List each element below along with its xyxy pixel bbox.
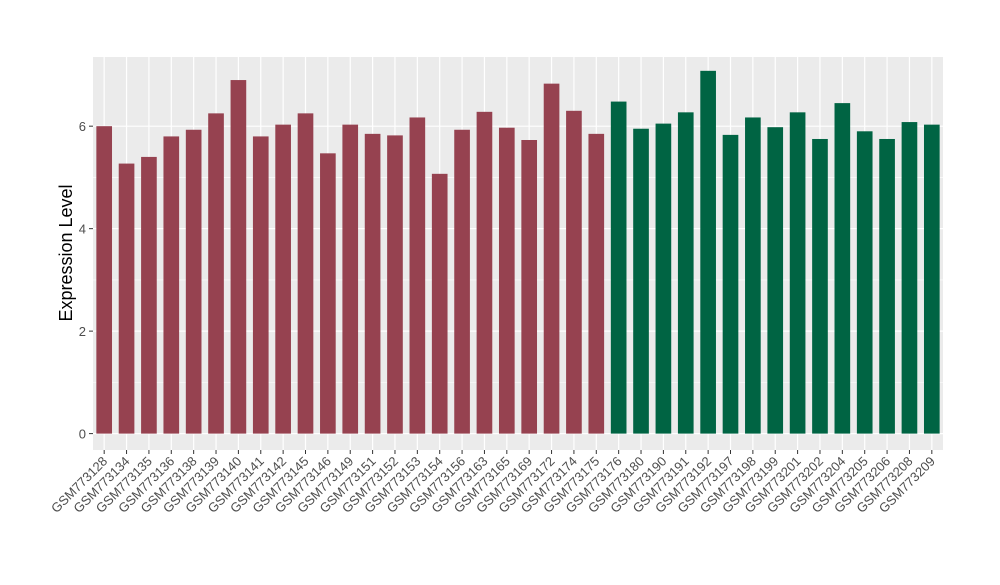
bar-GSM773146 — [320, 153, 336, 434]
bar-GSM773176 — [610, 101, 627, 434]
bar-GSM773180 — [633, 128, 649, 434]
bar-GSM773138 — [185, 129, 202, 434]
bar-GSM773135 — [141, 156, 157, 434]
bar-GSM773165 — [498, 127, 515, 434]
y-axis: 0 2 4 6 — [79, 119, 93, 442]
y-tick-label: 0 — [79, 427, 86, 442]
bar-GSM773142 — [275, 124, 291, 434]
y-tick-label: 4 — [79, 222, 86, 237]
bar-GSM773199 — [767, 127, 784, 434]
y-tick-label: 2 — [79, 324, 86, 339]
bar-GSM773152 — [387, 135, 403, 434]
bar-GSM773141 — [252, 136, 269, 434]
bar-GSM773149 — [342, 124, 359, 434]
bar-GSM773192 — [700, 70, 716, 434]
bar-GSM773190 — [655, 123, 672, 434]
bar-GSM773156 — [454, 129, 470, 434]
bar-GSM773136 — [163, 136, 180, 434]
bar-GSM773198 — [745, 117, 761, 434]
bar-GSM773202 — [812, 138, 828, 434]
bar-GSM773139 — [208, 113, 224, 434]
bar-GSM773140 — [230, 80, 247, 434]
bar-GSM773169 — [521, 140, 538, 434]
bar-GSM773153 — [409, 117, 426, 434]
bar-GSM773197 — [722, 134, 739, 434]
bar-GSM773201 — [789, 112, 806, 434]
bar-GSM773172 — [543, 83, 560, 434]
bar-GSM773191 — [677, 112, 694, 434]
bar-GSM773209 — [923, 124, 940, 434]
bar-GSM773206 — [879, 138, 895, 434]
bar-GSM773204 — [834, 103, 851, 434]
bar-GSM773134 — [118, 163, 135, 434]
bar-GSM773175 — [588, 133, 605, 434]
bar-GSM773151 — [364, 133, 381, 434]
y-axis-label: Expression Level — [56, 184, 76, 321]
bar-GSM773174 — [566, 110, 582, 434]
y-tick-label: 6 — [79, 119, 86, 134]
bar-GSM773154 — [431, 173, 448, 434]
bar-GSM773145 — [297, 113, 314, 434]
bars — [96, 70, 940, 434]
bar-GSM773128 — [96, 126, 113, 434]
bar-GSM773208 — [901, 122, 918, 434]
bar-GSM773205 — [856, 131, 873, 434]
x-axis: GSM773128GSM773134GSM773135GSM773136GSM7… — [48, 450, 938, 516]
bar-GSM773163 — [476, 111, 493, 434]
